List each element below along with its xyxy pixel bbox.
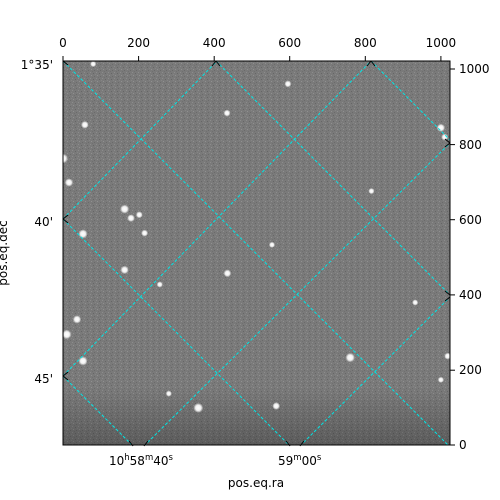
star bbox=[141, 229, 149, 237]
plot-frame bbox=[62, 60, 451, 446]
ra-tick-label-seconds-unit: s bbox=[317, 453, 322, 463]
dec-tick-label: 1°35' bbox=[21, 58, 53, 72]
star bbox=[63, 329, 72, 340]
dec-tick-mark bbox=[62, 60, 69, 66]
dec-tick-mark bbox=[444, 142, 451, 148]
star bbox=[345, 352, 356, 363]
top-axis bbox=[62, 56, 442, 61]
world-ticks bbox=[62, 60, 451, 447]
ra-tick-mark bbox=[143, 440, 149, 447]
ra-tick-mark bbox=[366, 60, 372, 67]
ra-tick-mark bbox=[128, 440, 134, 447]
star bbox=[127, 214, 135, 223]
dec-tick-mark bbox=[444, 138, 451, 144]
star bbox=[368, 188, 375, 195]
right-tick-label: 1000 bbox=[459, 62, 490, 76]
star bbox=[223, 109, 231, 117]
coordinate-grid bbox=[63, 61, 450, 445]
ra-tick-label-seconds: 00 bbox=[302, 454, 317, 468]
right-tick-labels: 1000 800 600 400 200 0 bbox=[459, 62, 490, 452]
grid-line bbox=[144, 142, 450, 445]
star bbox=[120, 204, 130, 214]
star bbox=[444, 352, 450, 360]
dec-tick-mark bbox=[62, 214, 69, 220]
star bbox=[63, 153, 68, 164]
dec-tick-label: 45' bbox=[34, 372, 53, 386]
top-tick-label: 200 bbox=[127, 36, 150, 50]
star bbox=[437, 376, 444, 383]
top-tick-labels: 0 200 400 600 800 1000 bbox=[59, 36, 456, 50]
y-axis-label: pos.eq.dec bbox=[0, 220, 10, 285]
ra-tick-label-minutes: 59 bbox=[278, 454, 293, 468]
ra-tick-label-hours-unit: h bbox=[124, 453, 129, 463]
grid-line bbox=[63, 218, 290, 445]
dec-tick-mark bbox=[62, 371, 69, 377]
grid-line bbox=[215, 61, 450, 296]
star-field bbox=[63, 61, 450, 413]
star bbox=[165, 390, 172, 397]
star bbox=[135, 211, 143, 219]
grid-line bbox=[370, 61, 450, 141]
top-tick-label: 400 bbox=[203, 36, 226, 50]
top-tick-label: 600 bbox=[278, 36, 301, 50]
star bbox=[441, 133, 449, 141]
star bbox=[120, 265, 129, 275]
ra-tick-label-hours: 10 bbox=[109, 454, 124, 468]
ra-tick-mark bbox=[299, 440, 305, 447]
ra-tick-label-minutes: 58 bbox=[130, 454, 145, 468]
ra-tick-label-minutes-unit: m bbox=[145, 453, 153, 463]
grid-line bbox=[63, 61, 372, 377]
star bbox=[156, 281, 163, 288]
ra-tick-label-seconds-unit: s bbox=[169, 453, 174, 463]
dec-tick-mark bbox=[62, 218, 69, 224]
dec-tick-mark bbox=[444, 290, 451, 296]
ra-tick-label: 59m00s bbox=[278, 453, 322, 468]
top-tick-label: 1000 bbox=[426, 36, 457, 50]
ra-tick-label-seconds: 40 bbox=[153, 454, 168, 468]
dec-tick-label: 40' bbox=[34, 215, 53, 229]
dec-tick-mark bbox=[62, 375, 69, 381]
right-tick-label: 800 bbox=[459, 138, 482, 152]
ra-tick-label: 10h58m40s bbox=[109, 453, 174, 468]
ra-tick-mark bbox=[211, 60, 217, 67]
star bbox=[78, 229, 88, 239]
right-axis bbox=[450, 68, 455, 446]
star bbox=[412, 299, 419, 306]
ra-tick-mark bbox=[285, 440, 291, 447]
star bbox=[64, 178, 74, 187]
right-tick-label: 200 bbox=[459, 363, 482, 377]
grid-line bbox=[63, 61, 449, 445]
top-tick-label: 800 bbox=[354, 36, 377, 50]
right-tick-label: 0 bbox=[459, 438, 467, 452]
image-panel bbox=[62, 60, 451, 446]
top-tick-label: 0 bbox=[59, 36, 67, 50]
ra-tick-mark bbox=[215, 60, 221, 67]
star bbox=[436, 123, 446, 132]
right-tick-label: 400 bbox=[459, 288, 482, 302]
grid-line bbox=[63, 375, 133, 445]
star bbox=[90, 61, 97, 68]
ra-tick-labels: 10h58m40s 59m00s bbox=[109, 453, 322, 468]
star bbox=[193, 402, 204, 413]
star bbox=[78, 356, 88, 366]
star bbox=[72, 315, 82, 324]
grid-line bbox=[300, 296, 450, 445]
dec-tick-mark bbox=[444, 296, 451, 302]
star bbox=[81, 120, 89, 129]
dec-tick-labels: 1°35' 40' 45' bbox=[21, 58, 53, 386]
right-tick-label: 600 bbox=[459, 213, 482, 227]
star bbox=[223, 269, 232, 278]
x-axis-label: pos.eq.ra bbox=[228, 476, 284, 490]
star bbox=[284, 80, 292, 88]
ra-tick-mark bbox=[370, 60, 376, 67]
star bbox=[272, 402, 281, 410]
ra-tick-label-minutes-unit: m bbox=[293, 453, 301, 463]
grid-line bbox=[63, 61, 218, 220]
star bbox=[268, 241, 276, 248]
